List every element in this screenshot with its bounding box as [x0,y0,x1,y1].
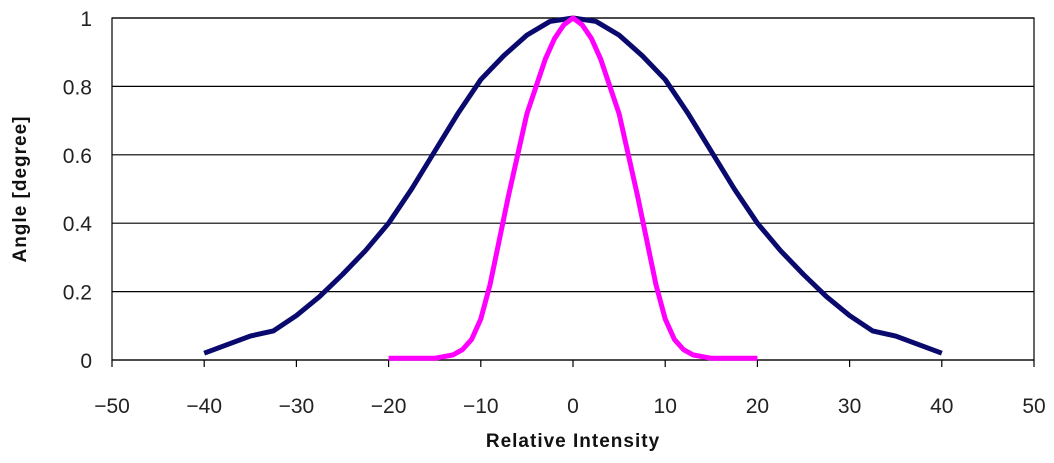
x-tick-label-4: −10 [463,395,499,418]
x-tick-label-7: 20 [746,395,769,418]
y-tick-label-1: 0.2 [63,282,92,305]
x-tick-label-1: −40 [186,395,222,418]
y-tick-label-5: 1 [80,8,92,31]
x-tick-label-6: 10 [654,395,677,418]
tick-labels: −50 −40 −30 −20 −10 0 10 20 30 40 50 0 0.2 0.4 0.6 0.8 1 [63,8,1046,418]
y-tick-label-2: 0.4 [63,213,93,236]
x-tick-label-8: 30 [838,395,861,418]
x-tick-label-5: 0 [567,395,579,418]
x-tick-label-2: −30 [279,395,315,418]
x-tick-label-0: −50 [94,395,130,418]
x-axis-title: Relative Intensity [486,431,660,452]
x-tick-label-3: −20 [371,395,407,418]
y-tick-label-3: 0.6 [63,145,92,168]
axes [111,359,1035,367]
x-tick-label-9: 40 [930,395,953,418]
series-group [203,15,943,361]
y-axis-title: Angle [degree] [10,115,31,262]
plot-area [111,17,1035,361]
series-line-1 [388,15,758,361]
y-tick-label-0: 0 [80,350,92,373]
y-tick-label-4: 0.8 [63,76,92,99]
x-tick-label-10: 50 [1022,395,1045,418]
